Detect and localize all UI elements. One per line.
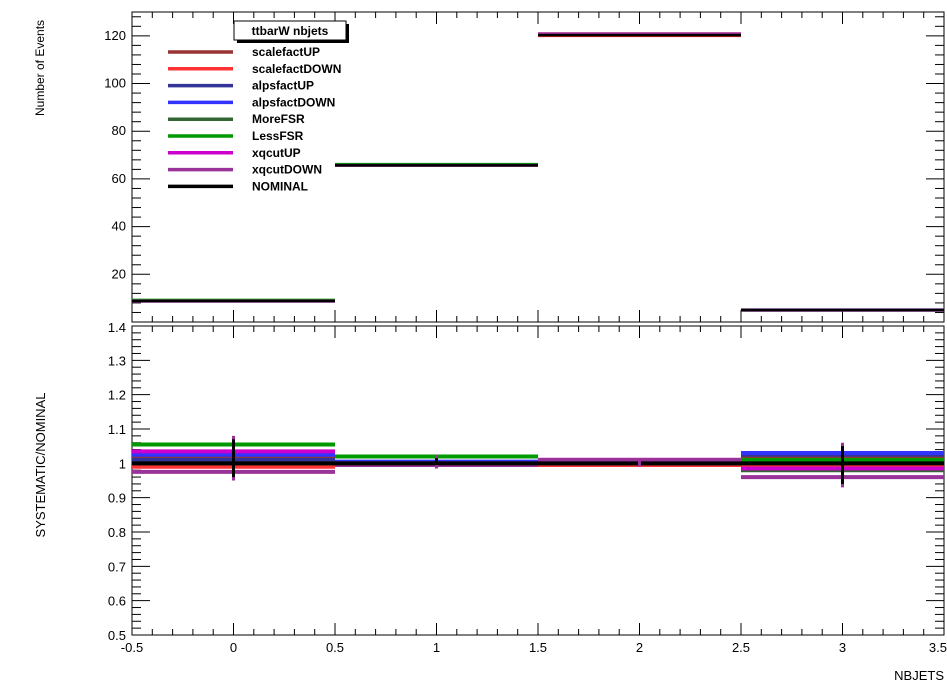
legend-label-xqcutUP: xqcutUP: [252, 146, 301, 160]
ratio-y-tick-label-top: 1.4: [108, 320, 126, 335]
x-tick-label: 2.5: [732, 640, 750, 655]
legend-label-scalefactDOWN: scalefactDOWN: [252, 62, 341, 76]
top-y-axis-label: Number of Events: [33, 20, 47, 116]
legend-label-NOMINAL: NOMINAL: [252, 179, 308, 193]
x-tick-label: 3: [839, 640, 846, 655]
x-tick-label: 2: [636, 640, 643, 655]
ratio-y-tick-label: 1.2: [108, 388, 126, 403]
x-tick-label: 1: [433, 640, 440, 655]
x-tick-label: -0.5: [121, 640, 143, 655]
top-y-tick-label: 80: [112, 123, 126, 138]
x-tick-label: 0.5: [326, 640, 344, 655]
ratio-y-tick-label: 0.5: [108, 628, 126, 643]
top-panel: 20 40 60 80 100 120: [104, 11, 945, 323]
legend-label-alpsfactUP: alpsfactUP: [252, 79, 314, 93]
x-tick-label: 3.5: [929, 640, 947, 655]
top-y-tick-label: 40: [112, 219, 126, 234]
legend-title: ttbarW nbjets: [252, 24, 329, 38]
legend-label-xqcutDOWN: xqcutDOWN: [252, 163, 322, 177]
top-y-tick-label: 120: [104, 28, 126, 43]
legend-label-LessFSR: LessFSR: [252, 129, 304, 143]
x-axis-label: NBJETS: [894, 668, 944, 683]
ratio-y-axis-label: SYSTEMATIC/NOMINAL: [33, 393, 48, 538]
ratio-y-tick-label: 0.9: [108, 491, 126, 506]
ratio-y-tick-label: 1.3: [108, 353, 126, 368]
legend-title-box: [233, 20, 347, 41]
x-tick-label: 1.5: [529, 640, 547, 655]
top-y-tick-label: 20: [112, 266, 126, 281]
ratio-frame: [131, 325, 945, 636]
ratio-y-tick-label: 1: [119, 456, 126, 471]
legend: ttbarW nbjets scalefactUP scalefactDOWN alp…: [168, 20, 349, 193]
top-y-tick-label: 60: [112, 171, 126, 186]
top-y-tick-label: 100: [104, 76, 126, 91]
legend-label-scalefactUP: scalefactUP: [252, 45, 320, 59]
ratio-y-tick-label: 1.1: [108, 422, 126, 437]
ratio-y-tick-label: 0.8: [108, 525, 126, 540]
ratio-y-tick-label: 0.7: [108, 559, 126, 574]
ratio-panel: 0.5 0.6 0.7 0.8 0.9 1 1.1 1.2 1.3 1.4 -0.5 0 0.5 1 1.5…: [108, 320, 947, 655]
legend-label-alpsfactDOWN: alpsfactDOWN: [252, 95, 335, 109]
x-tick-label: 0: [230, 640, 237, 655]
legend-label-MoreFSR: MoreFSR: [252, 112, 305, 126]
ratio-y-tick-label: 0.6: [108, 594, 126, 609]
